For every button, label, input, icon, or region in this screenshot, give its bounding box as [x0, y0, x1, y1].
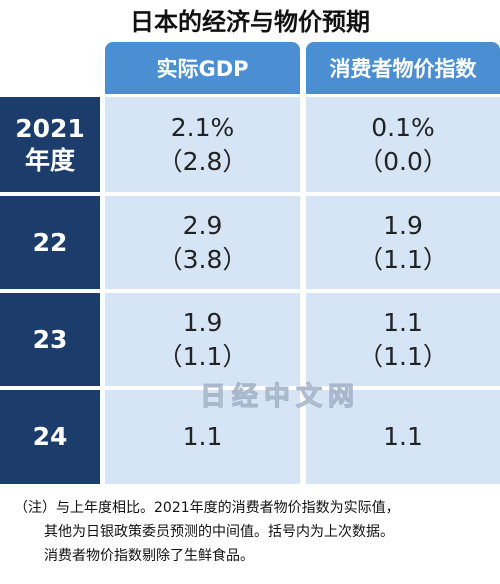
cell-value: 1.9 [383, 210, 423, 240]
cell-value: （1.1） [157, 341, 248, 371]
table-cell: 1.9 （1.1） [105, 293, 300, 386]
cell-value: （3.8） [157, 244, 248, 274]
table-cell: 2.1% （2.8） [105, 97, 300, 192]
cell-value: （0.0） [358, 146, 448, 176]
column-header: 实际GDP [105, 42, 300, 94]
table-cell: 1.9 （1.1） [306, 196, 500, 289]
table-cell: 1.1 [306, 390, 500, 484]
note: （注）与上年度相比。2021年度的消费者物价指数为实际值， 其他为日银政策委员预测… [14, 496, 494, 568]
note-line: （注）与上年度相比。2021年度的消费者物价指数为实际值， [14, 500, 400, 516]
row-label-line: 24 [32, 422, 68, 452]
watermark: 日经中文网 [199, 382, 361, 413]
table-cell: 1.1 （1.1） [306, 293, 500, 386]
note-line: 其他为日银政策委员预测的中间值。括号内为上次数据。 [44, 524, 394, 540]
cell-value: 1.9 [182, 307, 223, 337]
cell-value: 2.9 [182, 210, 223, 240]
cell-value: （2.8） [157, 146, 248, 176]
cell-value: 1.1 [383, 422, 423, 452]
row-label: 22 [0, 196, 100, 289]
row-label-line: 年度 [24, 145, 75, 175]
cell-value: （1.1） [358, 341, 448, 371]
row-label: 24 [0, 390, 100, 484]
table-cell: 2.9 （3.8） [105, 196, 300, 289]
table-cell: 1.1 [105, 390, 300, 484]
cell-value: （1.1） [358, 244, 448, 274]
cell-value: 1.1 [383, 307, 423, 337]
cell-value: 1.1 [182, 422, 223, 452]
row-label-line: 23 [32, 324, 68, 354]
column-header: 消费者物价指数 [306, 42, 500, 94]
row-label: 2021 年度 [0, 97, 100, 192]
cell-value: 0.1% [371, 112, 435, 142]
row-label: 23 [0, 293, 100, 386]
row-label-line: 2021 [15, 114, 85, 144]
table-cell: 0.1% （0.0） [306, 97, 500, 192]
cell-value: 2.1% [170, 112, 235, 142]
row-label-line: 22 [32, 227, 68, 257]
title: 日本的经济与物价预期 [130, 8, 370, 36]
note-line: 消费者物价指数剔除了生鲜食品。 [44, 548, 254, 564]
